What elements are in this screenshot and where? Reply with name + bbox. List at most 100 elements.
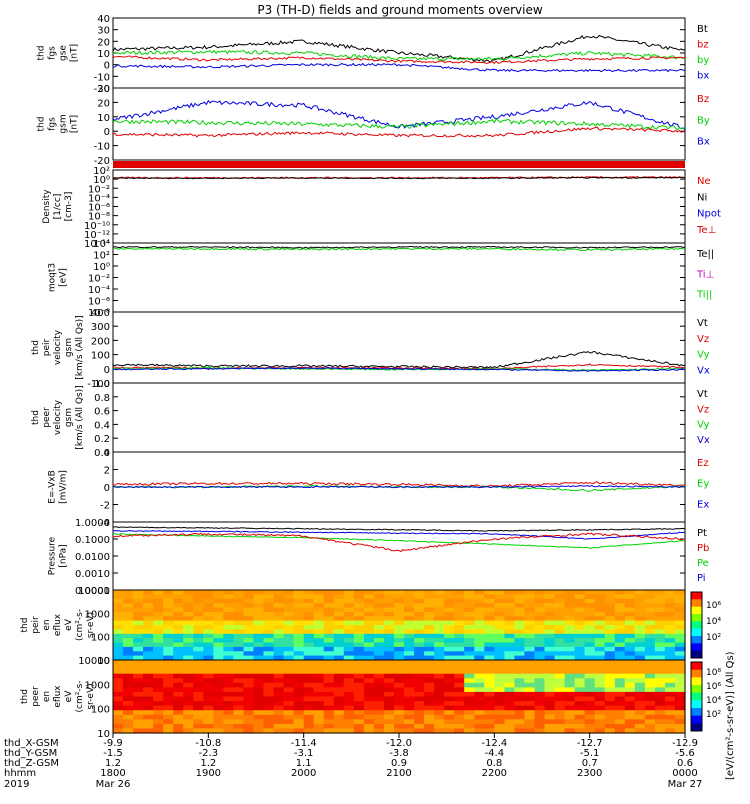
- spectro-cell: [323, 705, 335, 711]
- spectro-cell: [333, 728, 345, 734]
- spectro-cell: [223, 625, 234, 630]
- spectro-cell: [584, 678, 596, 684]
- spectro-cell: [624, 701, 636, 707]
- spectro-cell: [474, 594, 485, 600]
- spectro-cell: [333, 607, 345, 613]
- spectro-cell: [524, 701, 535, 707]
- spectro-cell: [484, 691, 495, 698]
- spectro-cell: [353, 714, 365, 720]
- spectro-cell: [313, 607, 325, 613]
- spectro-cell: [153, 590, 164, 595]
- spectro-cell: [514, 607, 525, 613]
- spectro-cell: [584, 616, 596, 622]
- spectro-cell: [203, 705, 214, 711]
- spectro-cell: [233, 620, 244, 626]
- spectro-cell: [313, 696, 325, 702]
- spectro-cell: [654, 728, 666, 734]
- spectro-cell: [203, 642, 214, 648]
- spectro-cell: [203, 611, 214, 617]
- spectro-cell: [123, 625, 134, 630]
- ytick-label: 0: [104, 127, 110, 138]
- spectro-cell: [303, 705, 315, 711]
- spectro-cell: [253, 728, 265, 734]
- spectro-cell: [584, 625, 596, 630]
- spectro-cell: [123, 603, 134, 609]
- spectro-cell: [524, 629, 535, 635]
- spectro-cell: [353, 603, 365, 609]
- spectro-cell: [273, 598, 285, 604]
- spectro-cell: [564, 696, 576, 702]
- spectro-cell: [534, 705, 546, 711]
- spectro-cell: [484, 616, 495, 622]
- spectro-cell: [263, 664, 275, 670]
- spectro-cell: [604, 598, 616, 604]
- spectro-cell: [353, 673, 365, 679]
- spectro-cell: [574, 705, 586, 711]
- spectro-cell: [223, 594, 234, 600]
- spectro-cell: [644, 651, 656, 657]
- panel-frame: [112, 87, 686, 161]
- spectro-cell: [454, 710, 465, 716]
- spectro-cell: [654, 607, 666, 613]
- spectro-cell: [494, 691, 505, 698]
- spectro-cell: [444, 625, 455, 630]
- spectro-cell: [313, 611, 325, 617]
- spectro-cell: [203, 673, 214, 679]
- spectro-cell: [634, 678, 646, 684]
- ytick-label: 10: [97, 729, 110, 740]
- spectro-cell: [524, 728, 535, 734]
- xtick-label: 0.9: [391, 758, 407, 769]
- spectro-cell: [664, 590, 676, 595]
- spectro-cell: [624, 673, 636, 679]
- ytick-label: 10⁻¹²: [84, 230, 110, 241]
- xtick-label: Mar 26: [96, 779, 131, 790]
- ylabel-line: thd: [31, 340, 41, 355]
- spectro-cell: [444, 638, 455, 644]
- legend-By: By: [697, 115, 710, 126]
- spectro-cell: [273, 590, 285, 595]
- spectro-cell: [464, 687, 475, 693]
- spectro-cell: [434, 719, 445, 725]
- spectro-cell: [564, 678, 576, 684]
- ytick-label: 0.8: [94, 393, 110, 404]
- ylabel-line: gsm: [64, 408, 74, 427]
- spectro-cell: [474, 714, 485, 720]
- spectro-cell: [644, 620, 656, 626]
- panel-peer-vel: 1.00.80.60.40.20.0thdpeervelocitygsm[km/…: [31, 379, 710, 459]
- spectro-cell: [434, 598, 445, 604]
- spectro-cell: [594, 607, 606, 613]
- spectro-cell: [504, 655, 515, 661]
- spectro-cell: [193, 603, 204, 609]
- spectro-cell: [173, 723, 184, 730]
- spectro-cell: [544, 719, 556, 725]
- spectro-cell: [454, 660, 465, 666]
- spectro-cell: [434, 633, 445, 639]
- spectro-cell: [564, 723, 576, 730]
- spectro-cell: [514, 590, 525, 595]
- spectro-cell: [664, 705, 676, 711]
- spectro-cell: [654, 616, 666, 622]
- spectro-cell: [133, 664, 144, 670]
- spectro-cell: [333, 691, 345, 698]
- spectro-cell: [494, 678, 505, 684]
- spectro-cell: [604, 719, 616, 725]
- spectro-cell: [644, 664, 656, 670]
- spectro-cell: [664, 625, 676, 630]
- spectro-cell: [303, 611, 315, 617]
- spectro-cell: [193, 638, 204, 644]
- spectro-cell: [363, 696, 375, 702]
- ylabel: thdfgsgsm[nT]: [37, 114, 80, 133]
- spectro-cell: [143, 655, 154, 661]
- spectro-cell: [363, 620, 375, 626]
- spectro-cell: [283, 691, 295, 698]
- ylabel-line: sr-eV): [86, 612, 96, 638]
- spectro-cell: [604, 664, 616, 670]
- spectro-cell: [494, 705, 505, 711]
- spectro-cell: [564, 664, 576, 670]
- spectro-cell: [323, 719, 335, 725]
- spectro-cell: [514, 642, 525, 648]
- spectro-cell: [213, 705, 224, 711]
- spectro-cell: [434, 710, 445, 716]
- spectro-cell: [233, 655, 244, 661]
- spectro-cell: [634, 701, 646, 707]
